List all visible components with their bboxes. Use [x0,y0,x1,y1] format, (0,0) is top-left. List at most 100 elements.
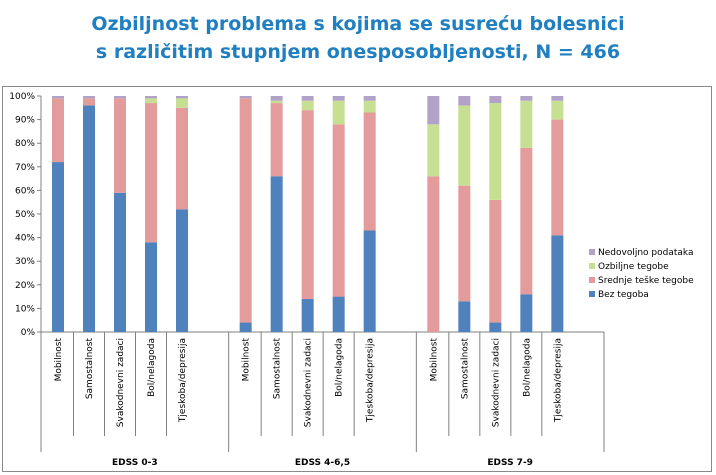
x-category-labels: Mobilnost Samostalnost Svakodnevni zadaci B… [54,338,563,428]
bar-segment [427,176,440,332]
y-tick-label: 80% [15,139,35,149]
bar-segment [239,98,252,323]
legend-label: Ozbiljne tegobe [598,262,669,272]
bar-segment [145,242,157,332]
bar-segment [176,96,188,99]
bar-segment [83,105,95,332]
legend-label: Nedovoljno podataka [598,248,693,258]
chart-frame [2,86,712,472]
bar-segment [52,98,64,163]
legend-label: Bez tegoba [598,290,649,300]
legend: Nedovoljno podataka Ozbiljne tegobe Srednj… [589,248,694,300]
bar-segment [520,100,533,148]
y-tick-label: 90% [15,116,35,126]
x-category-label: Svakodnevni zadaci [304,338,314,427]
chart-title-line-2: s različitim stupnjem onesposobljenosti,… [95,41,621,63]
bar-segment [239,322,252,332]
x-category-label: Bol/nelagoda [335,338,345,397]
y-tick-label: 0% [21,328,36,338]
bar-segment [270,96,283,101]
bar-segment [176,107,188,210]
bar-segment [363,112,376,231]
bar-segment [363,96,376,101]
bar-segment [551,235,564,332]
chart-title-line-1: Ozbiljnost problema s kojima se susreću … [91,13,625,35]
x-category-label: Mobilnost [242,338,252,382]
axes [37,95,605,452]
x-category-label: Tjeskoba/depresija [178,338,188,423]
bar-segment [114,98,126,193]
bar-segment [176,98,188,108]
group-label: EDSS 0-3 [112,458,158,468]
bar-segment [520,294,533,332]
x-category-label: Mobilnost [429,338,439,382]
bar-segment [301,110,314,299]
group-label: EDSS 7-9 [487,458,533,468]
y-tick-label: 100% [9,92,35,102]
bar-segment [145,103,157,243]
bar-segment [332,296,345,332]
bars [52,96,564,332]
bar-segment [458,185,471,302]
bar-segment [301,298,314,332]
bar-segment [332,96,345,101]
x-category-label: Tjeskoba/depresija [366,338,376,423]
y-tick-label: 20% [15,281,35,291]
x-category-label: Tjeskoba/depresija [553,338,563,423]
bar-segment [489,103,502,200]
bar-segment [176,209,188,332]
bar-segment [489,96,502,104]
legend-swatch [589,277,595,283]
bar-segment [458,96,471,106]
legend-swatch [589,263,595,269]
y-tick-label: 30% [15,257,35,267]
bar-segment [551,96,564,101]
bar-segment [301,96,314,101]
x-category-label: Mobilnost [54,338,64,382]
bar-segment [489,322,502,332]
bar-segment [270,100,283,104]
bar-segment [551,100,564,120]
legend-swatch [589,291,595,297]
bar-segment [458,105,471,186]
bar-segment [52,96,64,99]
bar-segment [52,162,64,332]
x-category-label: Samostalnost [460,338,470,400]
x-category-label: Samostalnost [273,338,283,400]
bar-segment [520,147,533,295]
x-category-label: Bol/nelagoda [522,338,532,397]
x-category-label: Samostalnost [85,338,95,400]
group-label: EDSS 4-6,5 [295,458,350,468]
x-category-label: Bol/nelagoda [147,338,157,397]
y-tick-label: 10% [15,304,35,314]
legend-swatch [589,249,595,255]
y-tick-label: 40% [15,234,35,244]
bar-segment [489,199,502,323]
y-tick-labels: 0% 10% 20% 30% 40% 50% 60% 70% 80% 90% 100% [9,92,35,338]
bar-segment [270,176,283,332]
bar-segment [363,230,376,332]
bar-segment [145,98,157,104]
bar-segment [363,100,376,113]
bar-segment [520,96,533,101]
legend-label: Srednje teške tegobe [598,275,694,286]
bar-segment [114,96,126,99]
x-category-label: Svakodnevni zadaci [491,338,501,427]
bar-segment [332,124,345,297]
y-tick-label: 70% [15,163,35,173]
bar-segment [427,96,440,125]
y-tick-label: 50% [15,210,35,220]
bar-segment [458,301,471,332]
group-labels: EDSS 0-3 EDSS 4-6,5 EDSS 7-9 [112,458,533,468]
bar-segment [145,96,157,99]
x-category-label: Svakodnevni zadaci [116,338,126,427]
bar-segment [83,98,95,106]
chart-title: Ozbiljnost problema s kojima se susreću … [0,10,716,66]
bar-segment [427,124,440,177]
bar-segment [114,192,126,332]
bar-segment [301,100,314,111]
bar-segment [83,96,95,99]
bar-segment [239,96,252,99]
bar-segment [551,119,564,236]
